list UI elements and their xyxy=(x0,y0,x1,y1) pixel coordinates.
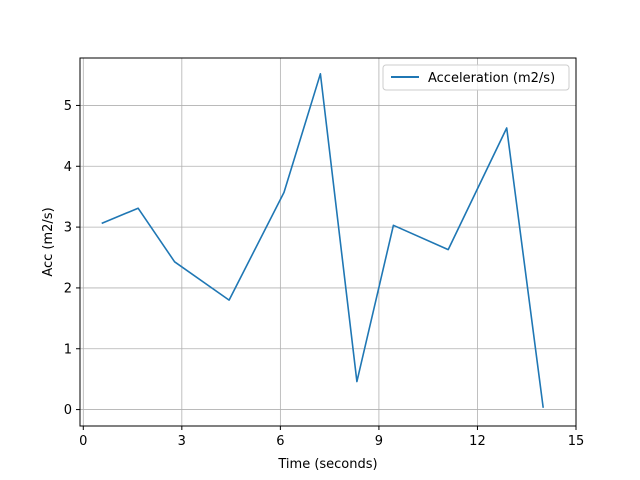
x-tick-label: 6 xyxy=(276,434,284,449)
y-tick-label: 5 xyxy=(64,99,72,114)
x-tick-label: 3 xyxy=(178,434,186,449)
legend-label: Acceleration (m2/s) xyxy=(428,71,555,86)
y-tick-label: 4 xyxy=(64,160,72,175)
data-point xyxy=(228,299,230,301)
x-tick-label: 0 xyxy=(79,434,87,449)
legend: Acceleration (m2/s) xyxy=(382,64,570,91)
grid xyxy=(80,58,577,426)
y-tick-label: 2 xyxy=(64,281,72,296)
plot-area-frame xyxy=(79,57,577,427)
y-tick-label: 3 xyxy=(64,221,72,236)
data-point xyxy=(320,73,322,75)
y-tick-label: 1 xyxy=(64,342,72,357)
y-tick-label: 0 xyxy=(64,403,72,418)
data-point xyxy=(542,407,544,409)
data-point xyxy=(137,207,139,209)
x-tick-label: 9 xyxy=(375,434,383,449)
data-point xyxy=(174,261,176,263)
data-point xyxy=(447,249,449,251)
data-point xyxy=(356,381,358,383)
data-point xyxy=(506,127,508,129)
data-point xyxy=(101,223,103,225)
x-tick-label: 15 xyxy=(568,434,585,449)
x-tick-label: 12 xyxy=(469,434,486,449)
series-line xyxy=(101,73,544,408)
series-layer xyxy=(101,73,544,409)
x-axis-label: Time (seconds) xyxy=(277,457,377,472)
data-point xyxy=(393,224,395,226)
legend-box xyxy=(382,64,570,91)
data-point xyxy=(283,192,285,194)
y-axis-label: Acc (m2/s) xyxy=(41,207,56,276)
